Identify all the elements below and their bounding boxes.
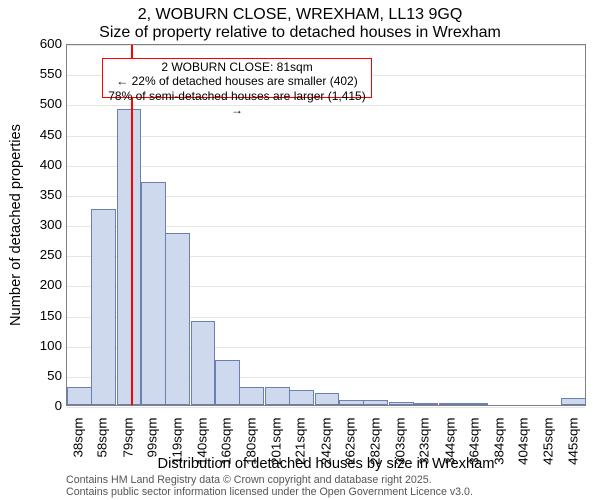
x-tick-label: 160sqm [219, 418, 234, 466]
y-tick-label: 350 [28, 187, 62, 202]
histogram-bar [191, 321, 216, 405]
x-tick-label: 425sqm [541, 418, 556, 466]
annotation-line: 2 WOBURN CLOSE: 81sqm [105, 60, 369, 74]
x-tick-label: 242sqm [319, 418, 334, 466]
x-tick-label: 119sqm [169, 418, 184, 466]
x-tick-label: 445sqm [565, 418, 580, 466]
y-tick-label: 250 [28, 247, 62, 262]
histogram-bar [363, 400, 388, 405]
gridline-horizontal [67, 136, 585, 137]
gridline-horizontal [67, 407, 585, 408]
histogram-bar [67, 387, 92, 405]
histogram-bar [239, 387, 264, 405]
histogram-bar [413, 403, 438, 405]
histogram-bar [339, 400, 364, 405]
y-tick-label: 500 [28, 96, 62, 111]
footer-line1: Contains HM Land Registry data © Crown c… [66, 474, 432, 486]
x-tick-label: 140sqm [195, 418, 210, 466]
y-tick-label: 400 [28, 157, 62, 172]
chart-title-line2: Size of property relative to detached ho… [0, 24, 600, 42]
histogram-bar [91, 209, 116, 405]
y-tick-label: 150 [28, 308, 62, 323]
y-tick-label: 50 [28, 368, 62, 383]
x-tick-label: 221sqm [293, 418, 308, 466]
x-tick-label: 79sqm [120, 418, 135, 466]
x-tick-label: 99sqm [145, 418, 160, 466]
histogram-bar [165, 233, 190, 405]
histogram-bar [265, 387, 290, 405]
x-tick-label: 262sqm [343, 418, 358, 466]
x-tick-label: 282sqm [367, 418, 382, 466]
x-tick-label: 323sqm [417, 418, 432, 466]
chart-title-line1: 2, WOBURN CLOSE, WREXHAM, LL13 9GQ [0, 6, 600, 24]
plot-area: 2 WOBURN CLOSE: 81sqm← 22% of detached h… [66, 44, 586, 406]
y-tick-label: 200 [28, 277, 62, 292]
annotation-box: 2 WOBURN CLOSE: 81sqm← 22% of detached h… [102, 58, 372, 98]
x-tick-label: 384sqm [491, 418, 506, 466]
x-tick-label: 201sqm [269, 418, 284, 466]
histogram-bar [439, 403, 464, 405]
gridline-horizontal [67, 45, 585, 46]
x-tick-label: 344sqm [442, 418, 457, 466]
footer-line2: Contains public sector information licen… [66, 486, 473, 498]
x-tick-label: 180sqm [243, 418, 258, 466]
histogram-bar [141, 182, 166, 405]
x-tick-label: 404sqm [515, 418, 530, 466]
histogram-bar [561, 398, 586, 405]
histogram-bar [463, 403, 488, 405]
y-tick-label: 600 [28, 36, 62, 51]
annotation-line: ← 22% of detached houses are smaller (40… [105, 74, 369, 88]
y-axis-label: Number of detached properties [8, 44, 24, 406]
histogram-bar [289, 390, 314, 405]
histogram-bar [315, 393, 340, 405]
y-tick-label: 0 [28, 398, 62, 413]
y-tick-label: 300 [28, 217, 62, 232]
x-tick-label: 38sqm [71, 418, 86, 466]
histogram-bar [215, 360, 240, 405]
histogram-bar [389, 402, 414, 405]
x-tick-label: 364sqm [467, 418, 482, 466]
x-tick-label: 58sqm [95, 418, 110, 466]
y-tick-label: 100 [28, 338, 62, 353]
y-tick-label: 550 [28, 66, 62, 81]
y-tick-label: 450 [28, 127, 62, 142]
chart-root: { "chart": { "type": "histogram", "canva… [0, 0, 600, 500]
x-tick-label: 303sqm [393, 418, 408, 466]
histogram-bar [117, 109, 142, 405]
gridline-horizontal [67, 166, 585, 167]
annotation-line: 78% of semi-detached houses are larger (… [105, 89, 369, 118]
